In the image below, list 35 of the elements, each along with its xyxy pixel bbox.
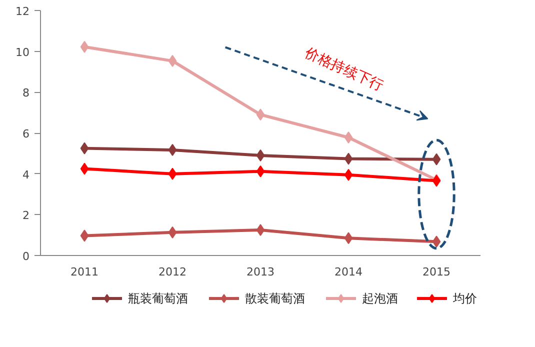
y-tick-label: 6: [22, 128, 30, 140]
x-tick-label: 2015: [422, 266, 451, 278]
point: [256, 108, 265, 121]
point: [432, 236, 441, 248]
point: [256, 149, 265, 162]
x-tick-label: 2011: [70, 266, 99, 278]
x-tick-label: 2014: [334, 266, 363, 278]
legend-label: 散装葡萄酒: [245, 292, 305, 306]
point: [80, 230, 89, 242]
point: [344, 168, 353, 181]
y-tick-label: 10: [16, 46, 30, 59]
legend-label: 均价: [452, 292, 477, 306]
point: [168, 144, 177, 156]
annotation: 价格持续下行: [302, 44, 386, 94]
legend-label: 瓶装葡萄酒: [128, 292, 188, 306]
point: [344, 232, 353, 244]
point: [256, 224, 265, 236]
y-tick-label: 8: [22, 86, 30, 100]
point: [80, 40, 89, 53]
point: [168, 54, 177, 67]
y-tick-label: 0: [22, 250, 30, 263]
y-tick-label: 12: [16, 5, 30, 18]
legend-label: 起泡酒: [362, 292, 398, 306]
y-tick-label: 2: [22, 209, 30, 222]
point: [344, 131, 353, 144]
point: [80, 162, 89, 175]
point: [168, 168, 177, 180]
x-tick-label: 2013: [246, 266, 275, 278]
point: [256, 165, 265, 178]
point: [80, 142, 89, 154]
x-tick-label: 2012: [158, 266, 187, 278]
point: [344, 152, 353, 165]
point: [432, 153, 441, 166]
point: [168, 226, 177, 238]
y-tick-label: 4: [22, 168, 30, 182]
